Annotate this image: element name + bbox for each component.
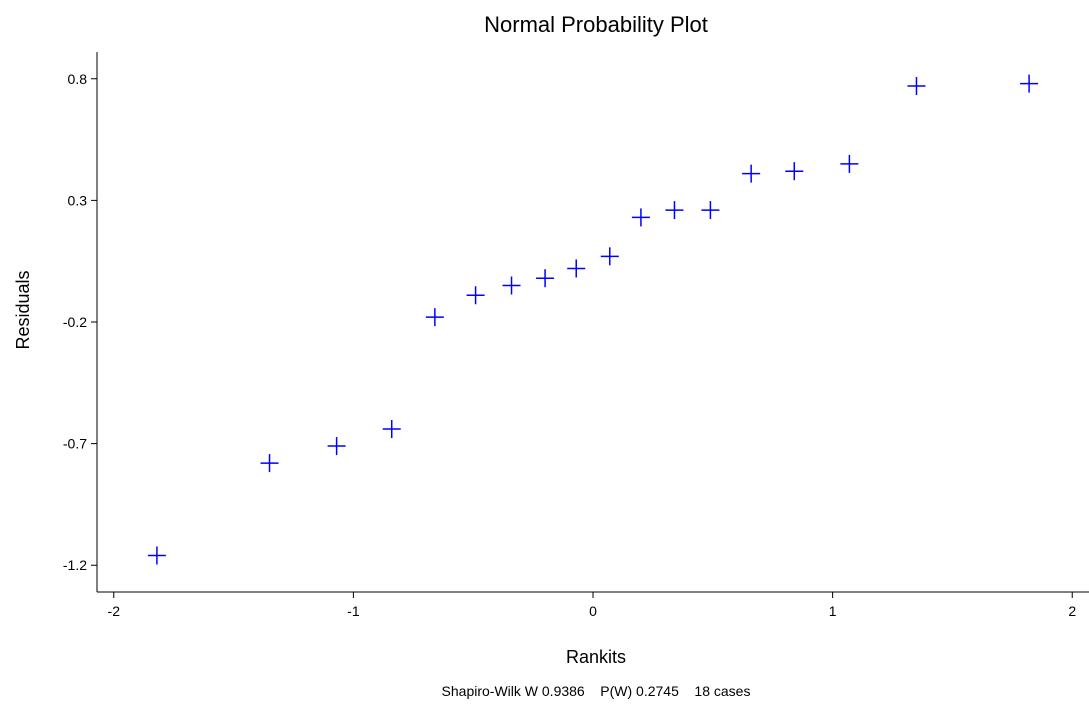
data-point bbox=[665, 201, 684, 220]
data-point bbox=[502, 276, 521, 295]
y-axis-label: Residuals bbox=[13, 270, 33, 349]
data-point bbox=[742, 164, 761, 183]
data-point bbox=[425, 308, 444, 327]
data-point bbox=[907, 77, 926, 96]
data-point bbox=[327, 437, 346, 456]
data-point bbox=[382, 420, 401, 439]
y-tick-label: -1.2 bbox=[63, 557, 87, 573]
x-axis-label: Rankits bbox=[566, 647, 626, 667]
x-tick-label: 1 bbox=[829, 603, 837, 619]
data-point bbox=[260, 454, 279, 473]
data-point bbox=[147, 546, 166, 565]
data-point bbox=[466, 286, 485, 305]
x-tick-label: -2 bbox=[108, 603, 121, 619]
data-point bbox=[631, 208, 650, 227]
y-tick-label: -0.7 bbox=[63, 436, 87, 452]
chart-title: Normal Probability Plot bbox=[484, 12, 708, 37]
x-tick-label: -1 bbox=[347, 603, 360, 619]
x-axis-ticks: -2 -1 0 1 2 bbox=[108, 592, 1076, 619]
x-tick-label: 0 bbox=[589, 603, 597, 619]
data-point bbox=[785, 162, 804, 181]
y-axis-ticks: 0.8 0.3 -0.2 -0.7 -1.2 bbox=[63, 71, 97, 573]
data-point bbox=[840, 154, 859, 173]
data-point bbox=[701, 201, 720, 220]
y-tick-label: -0.2 bbox=[63, 314, 87, 330]
shapiro-wilk-footnote: Shapiro-Wilk W 0.9386 P(W) 0.2745 18 cas… bbox=[442, 683, 751, 699]
data-markers bbox=[147, 74, 1039, 565]
x-tick-label: 2 bbox=[1068, 603, 1076, 619]
data-point bbox=[600, 247, 619, 266]
data-point bbox=[536, 269, 555, 288]
data-point bbox=[1020, 74, 1039, 93]
y-tick-label: 0.8 bbox=[68, 71, 88, 87]
data-point bbox=[567, 259, 586, 278]
y-tick-label: 0.3 bbox=[68, 192, 88, 208]
